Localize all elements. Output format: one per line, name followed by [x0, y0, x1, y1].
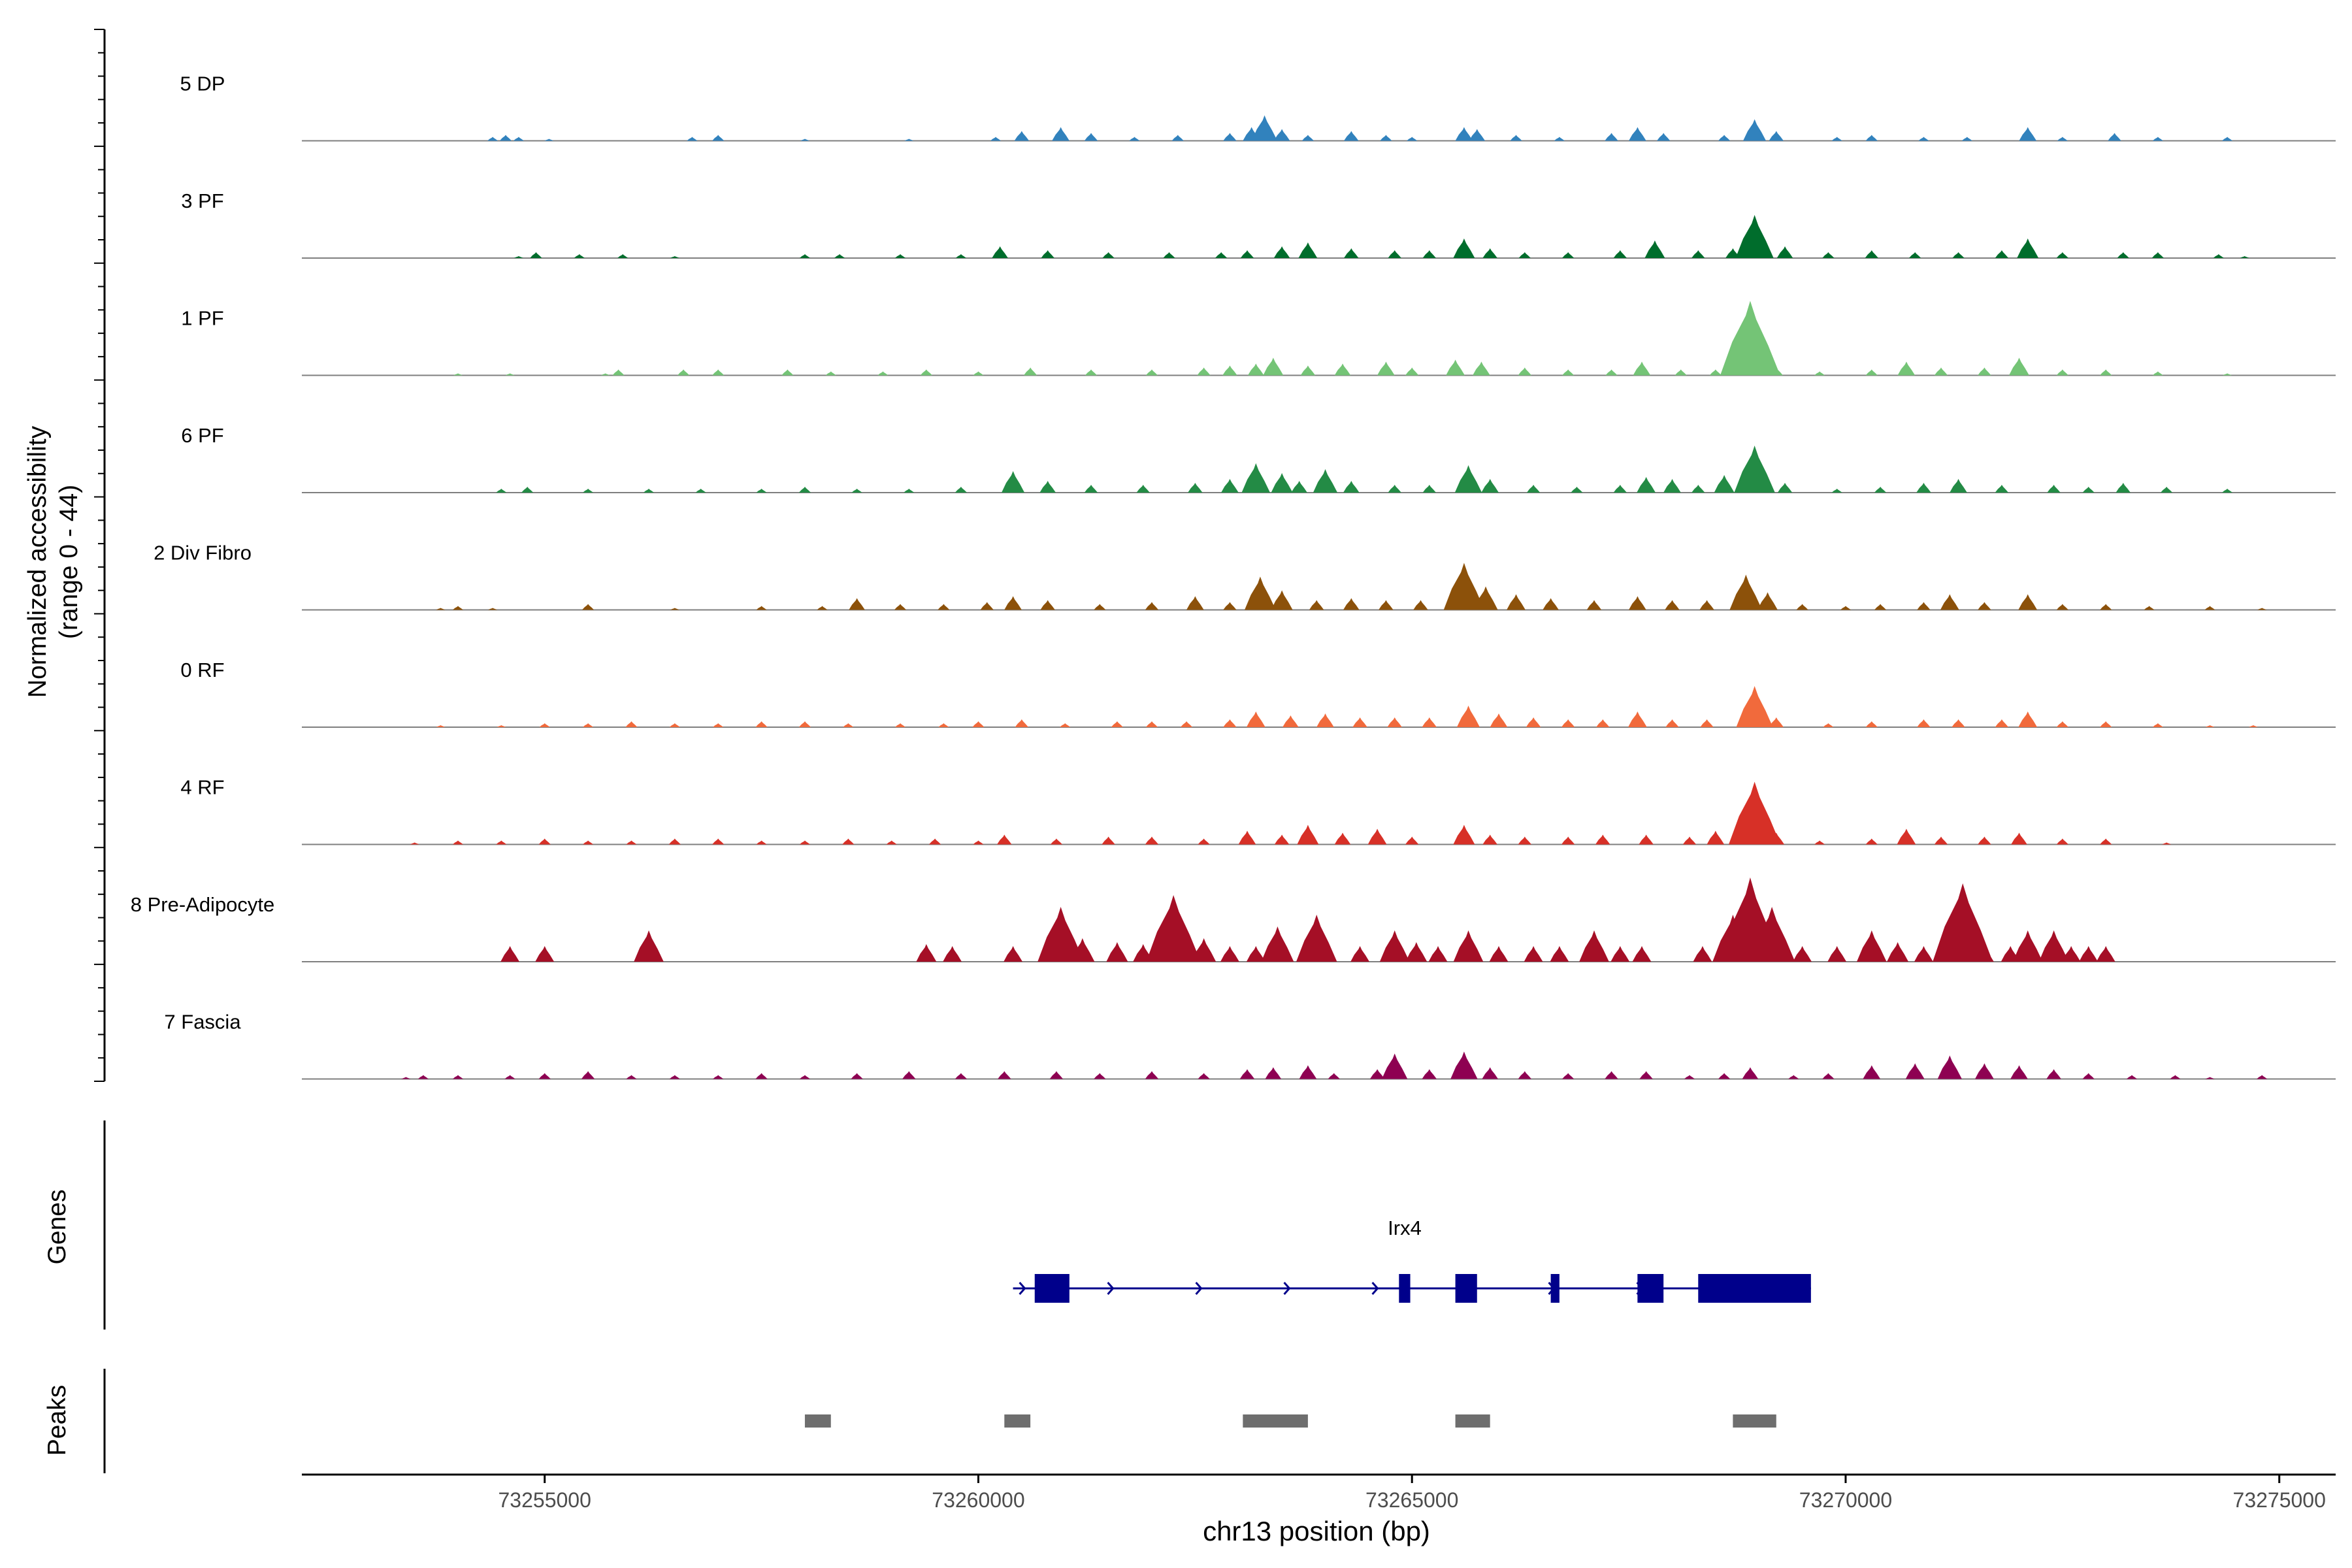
x-axis: 73255000 73260000 73265000 73270000 73275000: [302, 1473, 2336, 1512]
gene-strand-arrow: [1283, 1282, 1291, 1295]
gene-exon: [1399, 1274, 1411, 1303]
gene-name-label: Irx4: [1388, 1217, 1422, 1239]
track-label: 0 RF: [180, 659, 224, 681]
track-8: 8 Pre-Adipocyte: [131, 877, 2336, 962]
track-1: 5 DP: [180, 73, 2336, 142]
track-coverage-area: [401, 1051, 2268, 1079]
track-coverage-area: [436, 563, 2267, 610]
peaks-panel: [103, 1369, 1776, 1473]
peak-region: [804, 1414, 831, 1428]
gene-exon: [1034, 1274, 1070, 1303]
x-tick-label: 73270000: [1799, 1488, 1892, 1512]
peaks-panel-label: Peaks: [43, 1385, 71, 1456]
gene-strand-arrow: [1195, 1282, 1203, 1295]
track-coverage-area: [500, 877, 2115, 962]
gene-exon: [1550, 1274, 1560, 1303]
track-7: 4 RF: [180, 776, 2336, 845]
gene-exon: [1455, 1274, 1477, 1303]
gene-strand-arrow: [1019, 1282, 1026, 1295]
y-axis-label: Normalized accessibility: [24, 425, 52, 698]
track-label: 4 RF: [180, 776, 224, 799]
gene-strand-arrow: [1371, 1282, 1379, 1295]
track-9: 7 Fascia: [164, 1011, 2336, 1080]
track-label: 2 Div Fibro: [154, 542, 252, 564]
track-2: 3 PF: [181, 189, 2336, 259]
genes-panel-label: Genes: [43, 1190, 71, 1265]
track-4: 6 PF: [181, 424, 2336, 493]
x-tick-label: 73260000: [932, 1488, 1024, 1512]
track-label: 7 Fascia: [164, 1011, 241, 1034]
gene-exon: [1637, 1274, 1664, 1303]
coverage-tracks: 5 DP 3 PF 1 PF 6 PF 2 Div Fibro 0 RF 4 RF 8 Pre…: [94, 29, 2336, 1082]
x-tick-label: 73265000: [1365, 1488, 1458, 1512]
gene-strand-arrow: [1107, 1282, 1115, 1295]
track-label: 3 PF: [181, 189, 223, 212]
genes-panel: Irx4: [103, 1120, 1811, 1330]
track-6: 0 RF: [180, 659, 2336, 728]
y-axis-label-range: (range 0 - 44): [55, 485, 83, 639]
track-3: 1 PF: [181, 301, 2336, 376]
gene-exon: [1698, 1274, 1811, 1303]
peak-region: [1004, 1414, 1031, 1428]
gene-model: Irx4: [1013, 1217, 1811, 1303]
track-5: 2 Div Fibro: [154, 542, 2336, 611]
track-label: 5 DP: [180, 73, 225, 95]
peak-region: [1243, 1414, 1308, 1428]
peak-region: [1733, 1414, 1776, 1428]
track-label: 1 PF: [181, 307, 223, 330]
x-tick-label: 73255000: [498, 1488, 591, 1512]
track-label: 8 Pre-Adipocyte: [131, 893, 275, 916]
peak-region: [1455, 1414, 1490, 1428]
track-label: 6 PF: [181, 424, 223, 447]
x-axis-label: chr13 position (bp): [1203, 1516, 1430, 1546]
x-tick-label: 73275000: [2233, 1488, 2326, 1512]
